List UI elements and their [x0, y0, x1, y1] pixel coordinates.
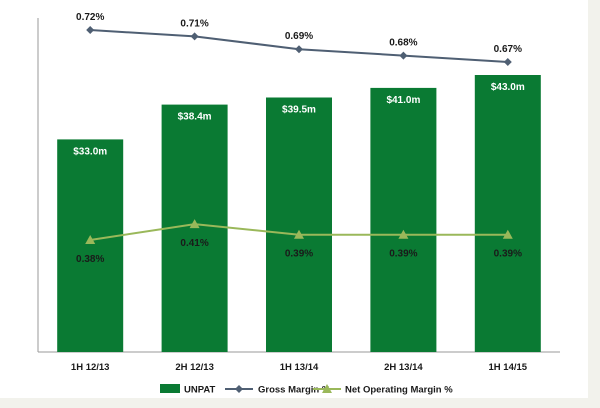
net-operating-margin-value-label: 0.39%	[285, 249, 313, 260]
legend-label-unpat: UNPAT	[184, 385, 216, 396]
x-tick-label: 1H 12/13	[71, 362, 110, 373]
legend-marker-gross-margin	[235, 385, 243, 393]
bar-value-label: $43.0m	[491, 82, 525, 93]
x-tick-label: 2H 13/14	[384, 362, 423, 373]
gross-margin-point	[295, 45, 303, 54]
gross-margin-point	[86, 26, 95, 34]
legend-swatch-unpat	[160, 384, 180, 393]
gross-margin-value-label: 0.69%	[285, 31, 313, 42]
bar-unpat-1h-13-14	[266, 97, 332, 352]
net-operating-margin-point	[502, 229, 513, 239]
gross-margin-value-label: 0.71%	[180, 18, 208, 29]
gross-margin-point	[503, 58, 512, 66]
lines-layer: 0.72% 0.71% 0.69% 0.68% 0.67% 0.38% 0.41% 0.39%…	[76, 12, 522, 265]
net-operating-margin-point	[398, 229, 409, 239]
bar-unpat-2h-13-14	[370, 87, 437, 353]
bars-layer: $33.0m $38.4m $39.5m $41.0m $43.0m	[57, 75, 541, 353]
bar-unpat-1h-12-13	[57, 139, 124, 352]
gross-margin-value-label: 0.72%	[76, 12, 104, 23]
net-operating-margin-point	[294, 229, 304, 239]
bar-value-label: $38.4m	[178, 112, 212, 123]
gross-margin-point	[399, 51, 408, 60]
x-tick-label: 1H 13/14	[280, 362, 319, 373]
net-operating-margin-value-label: 0.39%	[389, 249, 417, 260]
bar-value-label: $33.0m	[73, 146, 107, 157]
legend-label-net-operating-margin: Net Operating Margin %	[345, 385, 453, 396]
bar-unpat-1h-14-15	[474, 75, 541, 352]
net-operating-margin-value-label: 0.38%	[76, 254, 104, 265]
bar-value-label: $39.5m	[282, 105, 316, 116]
net-operating-margin-value-label: 0.39%	[494, 249, 522, 260]
combo-chart: $33.0m $38.4m $39.5m $41.0m $43.0m 0.72% 0.71…	[37, 12, 560, 396]
bar-value-label: $41.0m	[386, 95, 420, 106]
legend: UNPAT Gross Margin % Net Operating Margin …	[160, 384, 453, 396]
gross-margin-value-label: 0.67%	[494, 44, 522, 55]
gross-margin-value-label: 0.68%	[389, 38, 417, 49]
net-operating-margin-point	[85, 235, 96, 244]
net-operating-margin-value-label: 0.41%	[180, 238, 208, 249]
net-operating-margin-point	[189, 219, 200, 229]
legend-marker-net-operating-margin	[322, 384, 332, 393]
chart-frame: $33.0m $38.4m $39.5m $41.0m $43.0m 0.72% 0.71…	[0, 0, 588, 398]
x-tick-label: 1H 14/15	[489, 362, 528, 373]
legend-label-gross-margin: Gross Margin %	[258, 385, 331, 396]
gross-margin-point	[190, 32, 199, 41]
x-tick-label: 2H 12/13	[175, 362, 214, 373]
x-tick-labels: 1H 12/13 2H 12/13 1H 13/14 2H 13/14 1H 14/15	[71, 362, 528, 373]
